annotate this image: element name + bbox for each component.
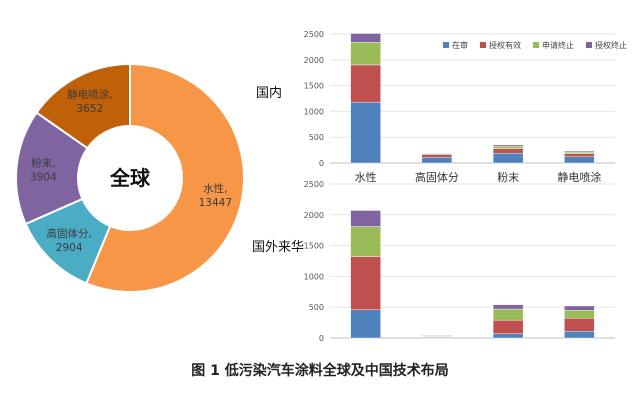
- figure-caption: 图 1 低污染汽车涂料全球及中国技术布局: [191, 363, 449, 379]
- legend-label-0: 在审: [452, 40, 468, 50]
- bar-segment-2-2: [492, 308, 524, 321]
- bar-segment-1-3: [421, 335, 453, 337]
- bar-segment-2-3: [492, 304, 524, 310]
- pie-label-name-3: 静电喷涂,: [67, 88, 112, 101]
- bar-segment-1-1: [421, 154, 453, 158]
- foreign-stacked-bar-chart: 0 500 1000 1500 2000 2500 国外来华: [252, 180, 615, 343]
- bar-segment-0-1: [350, 64, 381, 103]
- bar-segment-1-3: [421, 152, 453, 154]
- legend-swatch-3: [586, 42, 592, 48]
- global-donut-chart: 水性, 13447 高固体分, 2904 粉末, 3904 静电喷涂, 3652 全球: [15, 62, 245, 293]
- y-tick-label-4: 2000: [304, 56, 324, 65]
- pie-center-label: 全球: [109, 166, 151, 190]
- x-category-label-1: 高固体分: [415, 170, 459, 184]
- pie-slice-0: [85, 62, 245, 293]
- pie-label-name-0: 水性,: [203, 182, 227, 195]
- bar-segment-0-3: [350, 33, 381, 43]
- bar-segment-0-2: [350, 226, 381, 257]
- bar-segment-3-1: [564, 153, 595, 158]
- y-tick-label-2: 1000: [304, 272, 324, 281]
- y-tick-label-5: 2500: [304, 30, 324, 39]
- bar-segment-2-0: [492, 333, 524, 339]
- bar-segment-2-1: [492, 319, 524, 334]
- pie-label-name-1: 高固体分,: [47, 227, 92, 240]
- bar-segment-3-3: [564, 150, 595, 153]
- bar-segment-2-0: [492, 152, 524, 164]
- bar-segment-3-2: [564, 151, 595, 154]
- legend-label-2: 申请终止: [542, 40, 574, 50]
- legend-swatch-2: [533, 42, 539, 48]
- pie-label-value-2: 3904: [30, 171, 57, 183]
- bar-segment-0-0: [350, 309, 381, 339]
- bar-segment-0-0: [350, 101, 381, 164]
- y-tick-label-1: 500: [309, 303, 324, 312]
- legend-swatch-1: [480, 42, 486, 48]
- bar-segment-0-1: [350, 256, 381, 310]
- legend-label-3: 授权终止: [595, 40, 627, 50]
- bar-segment-2-3: [492, 144, 524, 147]
- legend-label-1: 授权有效: [489, 40, 521, 50]
- legend-swatch-0: [443, 42, 449, 48]
- bar-segment-1-0: [421, 157, 453, 164]
- bar-chart-group-label: 国外来华: [252, 240, 304, 255]
- bar-segment-0-3: [350, 210, 381, 227]
- pie-slice-2: [15, 111, 89, 226]
- pie-label-value-3: 3652: [76, 103, 103, 115]
- pie-label-value-1: 2904: [56, 242, 83, 254]
- y-tick-label-3: 1500: [304, 82, 324, 91]
- y-tick-label-3: 1500: [304, 242, 324, 251]
- bar-segment-2-2: [492, 146, 524, 149]
- bar-segment-3-0: [564, 156, 595, 164]
- pie-label-value-0: 13447: [199, 197, 232, 209]
- pie-label-name-2: 粉末,: [31, 156, 55, 169]
- domestic-stacked-bar-chart: 0 500 1000 1500 2000 2500 水性 高固体分 粉末 静电喷涂 国内 在审 授权有效…: [256, 30, 627, 184]
- x-category-label-2: 粉末: [497, 170, 519, 184]
- bar-chart-group-label: 国内: [256, 85, 282, 101]
- bar-segment-0-2: [350, 42, 381, 66]
- y-tick-label-2: 1000: [304, 107, 324, 116]
- bar-segment-3-0: [564, 331, 595, 339]
- bar-segment-2-1: [492, 148, 524, 154]
- y-tick-label-4: 2000: [304, 211, 324, 220]
- bar-segment-3-2: [564, 310, 595, 319]
- pie-slice-3: [35, 62, 131, 150]
- y-tick-label-0: 0: [319, 334, 324, 343]
- bar-segment-3-1: [564, 318, 595, 332]
- y-tick-label-0: 0: [319, 159, 324, 168]
- y-tick-label-1: 500: [309, 133, 324, 142]
- x-category-label-0: 水性: [355, 170, 377, 184]
- y-tick-label-5: 2500: [304, 180, 324, 189]
- x-category-label-3: 静电喷涂: [557, 170, 601, 184]
- bar-segment-3-3: [564, 305, 595, 311]
